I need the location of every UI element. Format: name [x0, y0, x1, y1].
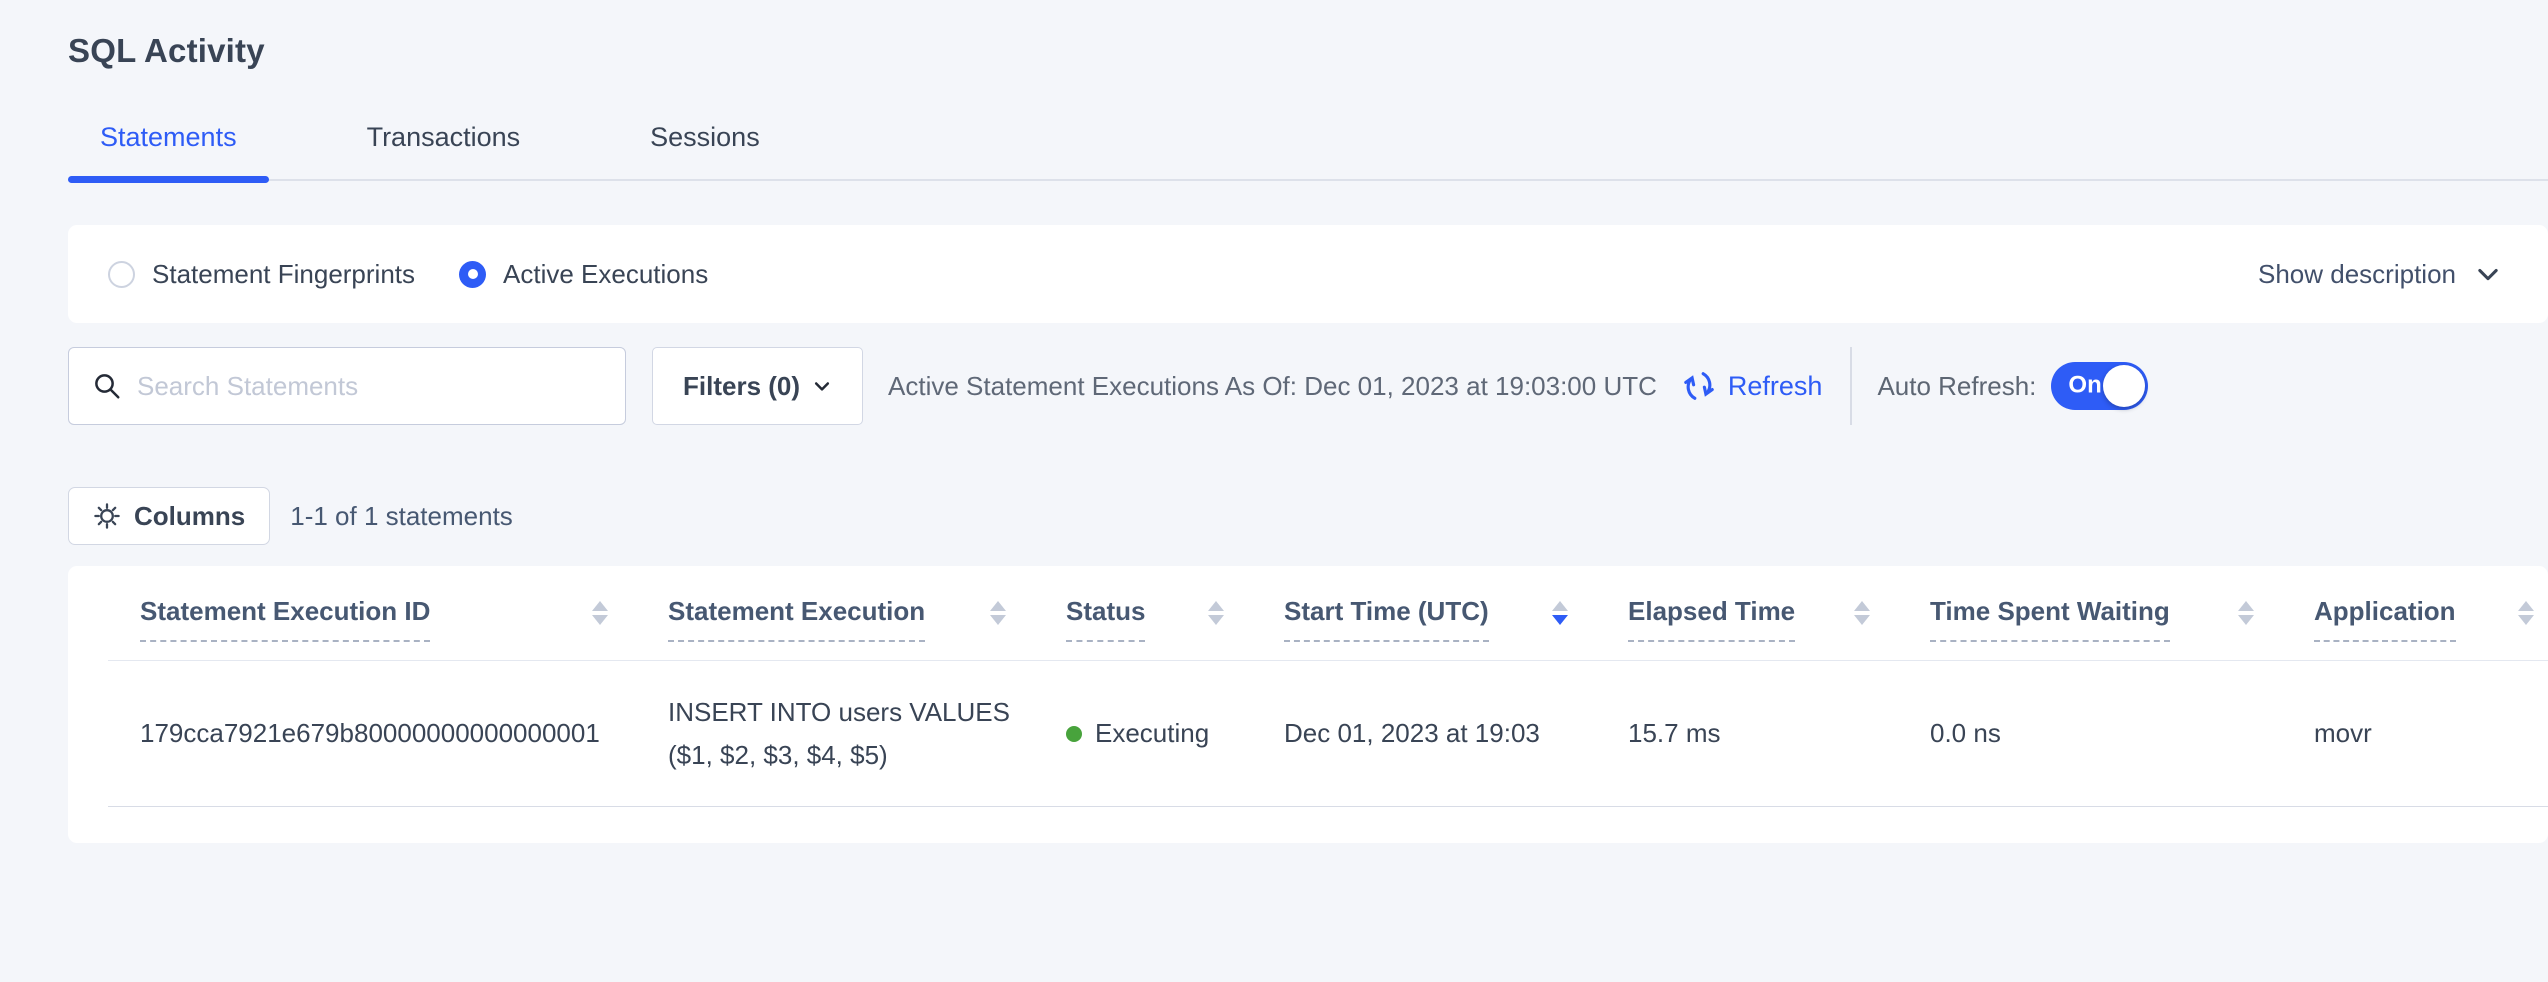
- page-title: SQL Activity: [68, 32, 265, 69]
- sort-arrows-icon: [592, 601, 608, 625]
- columns-label: Columns: [134, 500, 246, 531]
- radio-circle-icon: [459, 260, 487, 288]
- cell-start-time: Dec 01, 2023 at 19:03: [1284, 718, 1540, 748]
- filters-label: Filters (0): [683, 370, 801, 401]
- chevron-down-icon: [2478, 268, 2498, 281]
- status-dot-icon: [1066, 725, 1082, 742]
- search-icon: [95, 374, 120, 399]
- column-header-application[interactable]: Application: [2314, 596, 2548, 660]
- auto-refresh-label: Auto Refresh:: [1877, 370, 2037, 401]
- sort-arrows-icon: [1552, 601, 1568, 625]
- gear-icon: [94, 503, 120, 529]
- refresh-label: Refresh: [1727, 370, 1823, 401]
- cell-elapsed-time: 15.7 ms: [1628, 718, 1721, 748]
- results-count: 1-1 of 1 statements: [290, 500, 513, 531]
- controls-row: Filters (0) Active Statement Executions …: [68, 347, 2548, 425]
- toggle-knob: [2103, 365, 2146, 407]
- sort-arrows-icon: [1854, 601, 1870, 625]
- sql-activity-page: SQL Activity Statements Transactions Ses…: [68, 32, 2548, 843]
- cell-application: movr: [2314, 718, 2372, 748]
- statements-table: Statement Execution ID Statement Executi…: [68, 566, 2548, 843]
- column-header-status[interactable]: Status: [1066, 596, 1284, 660]
- refresh-button[interactable]: Refresh: [1681, 368, 1823, 404]
- radio-label: Active Executions: [503, 258, 709, 289]
- column-header-time-spent-waiting[interactable]: Time Spent Waiting: [1930, 596, 2314, 660]
- table-toolbar: Columns 1-1 of 1 statements: [68, 487, 2548, 545]
- vertical-divider: [1850, 347, 1853, 425]
- toggle-state-label: On: [2068, 371, 2102, 399]
- show-description-label: Show description: [2258, 258, 2456, 289]
- tab-sessions[interactable]: Sessions: [650, 122, 760, 152]
- column-header-start-time[interactable]: Start Time (UTC): [1284, 596, 1628, 660]
- radio-circle-icon: [108, 260, 135, 288]
- filters-button[interactable]: Filters (0): [652, 347, 864, 425]
- show-description-button[interactable]: Show description: [2258, 259, 2502, 290]
- column-header-statement-execution-id[interactable]: Statement Execution ID: [108, 596, 668, 660]
- chevron-down-icon: [814, 382, 830, 391]
- column-header-statement-execution[interactable]: Statement Execution: [668, 596, 1066, 660]
- auto-refresh-toggle[interactable]: On: [2051, 362, 2149, 410]
- radio-label: Statement Fingerprints: [152, 258, 416, 289]
- search-input[interactable]: [137, 370, 605, 402]
- cell-time-spent-waiting: 0.0 ns: [1930, 718, 2001, 748]
- view-mode-panel: Statement Fingerprints Active Executions…: [68, 225, 2548, 323]
- as-of-timestamp: Active Statement Executions As Of: Dec 0…: [888, 370, 1657, 401]
- sort-arrows-icon: [990, 601, 1006, 625]
- column-header-elapsed-time[interactable]: Elapsed Time: [1628, 596, 1930, 660]
- radio-statement-fingerprints[interactable]: Statement Fingerprints: [108, 259, 415, 290]
- tab-bar: Statements Transactions Sessions: [68, 122, 2548, 183]
- sort-arrows-icon: [2518, 601, 2534, 625]
- tab-statements[interactable]: Statements: [68, 122, 269, 183]
- columns-button[interactable]: Columns: [68, 487, 271, 545]
- table-row: 179cca7921e679b80000000000000001 INSERT …: [108, 661, 2548, 807]
- radio-active-executions[interactable]: Active Executions: [459, 259, 708, 290]
- cell-status: Executing: [1066, 718, 1284, 749]
- refresh-icon: [1684, 372, 1714, 400]
- status-badge: Executing: [1095, 718, 1210, 748]
- sort-arrows-icon: [2238, 601, 2254, 625]
- search-box[interactable]: [68, 347, 626, 425]
- cell-execution-id[interactable]: 179cca7921e679b80000000000000001: [140, 718, 600, 748]
- table-header-row: Statement Execution ID Statement Executi…: [108, 566, 2548, 661]
- tab-transactions[interactable]: Transactions: [366, 122, 521, 152]
- sort-arrows-icon: [1208, 601, 1224, 625]
- cell-statement: INSERT INTO users VALUES ($1, $2, $3, $4…: [668, 696, 1010, 770]
